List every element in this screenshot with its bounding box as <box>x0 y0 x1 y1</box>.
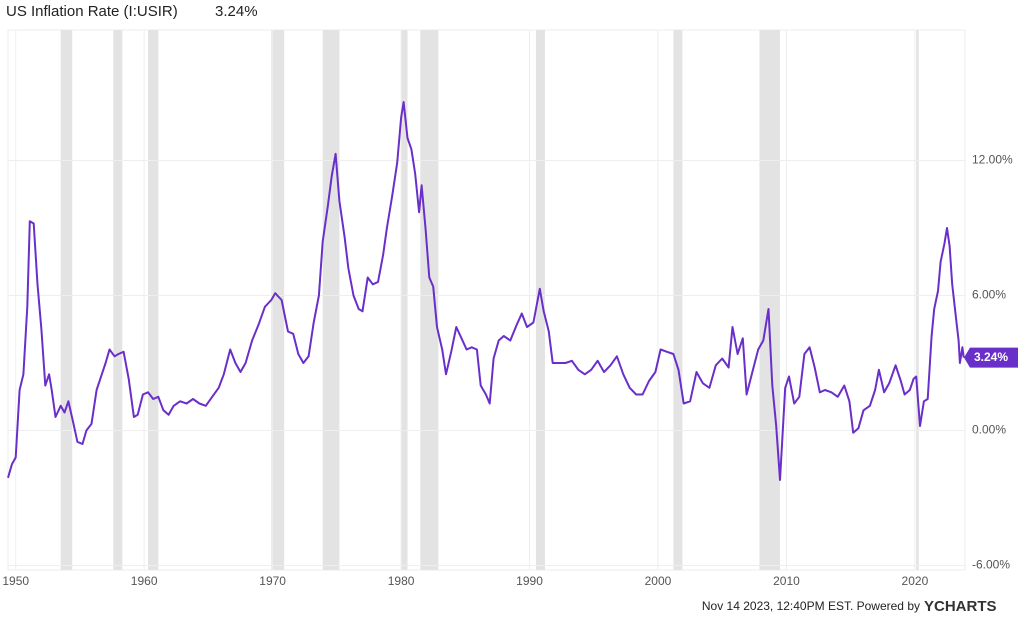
x-tick-label: 1960 <box>131 574 158 588</box>
recession-band <box>673 30 683 570</box>
x-tick-label: 2020 <box>902 574 929 588</box>
x-tick-label: 1970 <box>259 574 286 588</box>
last-value-label: 3.24% <box>974 350 1008 364</box>
recession-band <box>916 30 919 570</box>
x-tick-label: 1980 <box>388 574 415 588</box>
y-tick-label: -6.00% <box>972 558 1010 572</box>
recession-band <box>759 30 781 570</box>
chart-title: US Inflation Rate (I:USIR) <box>6 3 178 20</box>
x-tick-label: 1990 <box>516 574 543 588</box>
recession-band <box>420 30 439 570</box>
recession-band <box>60 30 73 570</box>
y-tick-label: 6.00% <box>972 288 1006 302</box>
brand: YCHARTS <box>924 598 997 615</box>
y-tick-label: 0.00% <box>972 423 1006 437</box>
footer: Nov 14 2023, 12:40PM EST. Powered by <box>702 599 920 613</box>
recession-band <box>271 30 285 570</box>
y-tick-label: 12.00% <box>972 153 1013 167</box>
x-tick-label: 2000 <box>645 574 672 588</box>
x-tick-label: 1950 <box>2 574 29 588</box>
recession-band <box>148 30 159 570</box>
x-tick-label: 2010 <box>773 574 800 588</box>
recession-band <box>322 30 340 570</box>
recession-band <box>401 30 408 570</box>
last-value-box <box>964 347 1018 368</box>
line <box>7 101 965 481</box>
recession-band <box>535 30 545 570</box>
current-value: 3.24% <box>215 3 258 20</box>
recession-band <box>113 30 123 570</box>
plot-frame <box>7 29 966 571</box>
